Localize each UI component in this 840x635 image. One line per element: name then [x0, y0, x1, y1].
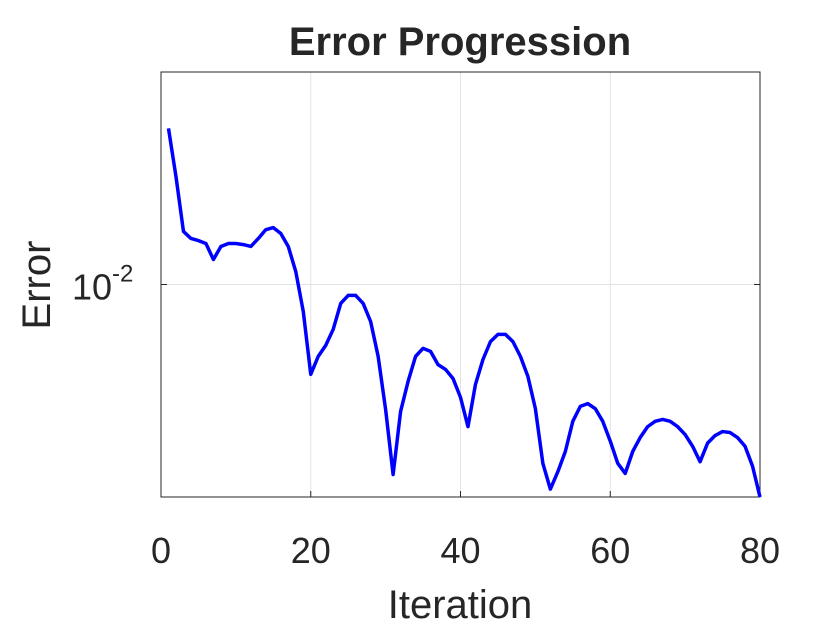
- x-tick-label: 60: [590, 530, 630, 571]
- data-line: [166, 128, 762, 498]
- x-tick-label: 0: [151, 530, 171, 571]
- x-tick-label: 20: [291, 530, 331, 571]
- x-tick-label: 40: [440, 530, 480, 571]
- x-axis-label: Iteration: [388, 583, 533, 627]
- y-tick-label: 10: [72, 267, 112, 308]
- y-tick-exponent: -2: [112, 261, 133, 288]
- chart-title: Error Progression: [289, 20, 631, 64]
- x-tick-label: 80: [740, 530, 780, 571]
- plot-frame: [160, 71, 761, 498]
- y-axis-label: Error: [15, 241, 59, 330]
